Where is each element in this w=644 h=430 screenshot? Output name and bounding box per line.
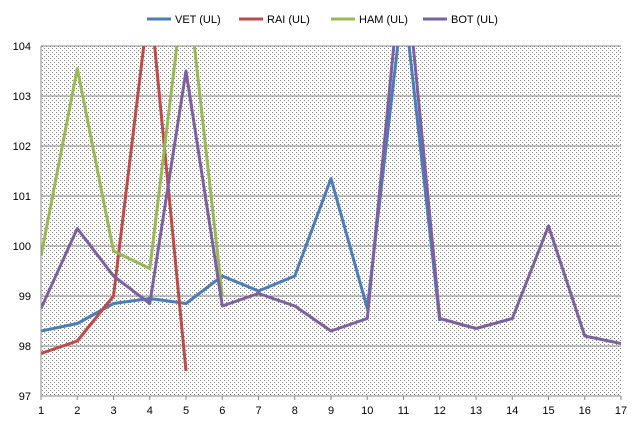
x-tick-label: 16 (579, 405, 591, 417)
y-tick-label: 102 (13, 141, 31, 153)
y-tick-label: 99 (19, 291, 31, 303)
y-tick-label: 98 (19, 341, 31, 353)
legend-label: VET (UL) (175, 14, 221, 26)
x-tick-label: 3 (110, 405, 116, 417)
y-tick-label: 97 (19, 391, 31, 403)
x-tick-label: 4 (147, 405, 153, 417)
x-tick-label: 2 (74, 405, 80, 417)
series-line-ham-ul (41, 46, 224, 297)
x-tick-label: 1 (38, 405, 44, 417)
series-lines (41, 46, 621, 372)
x-tick-label: 7 (255, 405, 261, 417)
x-tick-label: 6 (219, 405, 225, 417)
x-tick-label: 12 (434, 405, 446, 417)
legend-label: HAM (UL) (359, 14, 408, 26)
series-line-bot-ul (41, 46, 621, 345)
x-tick-label: 15 (542, 405, 554, 417)
legend-item: VET (UL) (147, 14, 221, 26)
legend-label: RAI (UL) (267, 14, 310, 26)
x-tick-label: 5 (183, 405, 189, 417)
x-tick-label: 10 (361, 405, 373, 417)
legend: VET (UL) RAI (UL) HAM (UL) BOT (UL) (147, 14, 498, 26)
legend-item: HAM (UL) (331, 14, 408, 26)
y-tick-label: 103 (13, 91, 31, 103)
y-tick-label: 100 (13, 241, 31, 253)
x-tick-label: 8 (292, 405, 298, 417)
legend-item: RAI (UL) (239, 14, 310, 26)
x-tick-label: 13 (470, 405, 482, 417)
legend-label: BOT (UL) (451, 14, 498, 26)
legend-item: BOT (UL) (423, 14, 498, 26)
x-tick-label: 9 (328, 405, 334, 417)
x-tick-label: 14 (506, 405, 518, 417)
x-tick-label: 11 (398, 405, 409, 417)
series-line-rai-ul (41, 46, 188, 372)
y-tick-label: 104 (13, 41, 31, 53)
y-tick-label: 101 (13, 191, 31, 203)
x-tick-label: 17 (615, 405, 627, 417)
plot-area (41, 46, 621, 396)
